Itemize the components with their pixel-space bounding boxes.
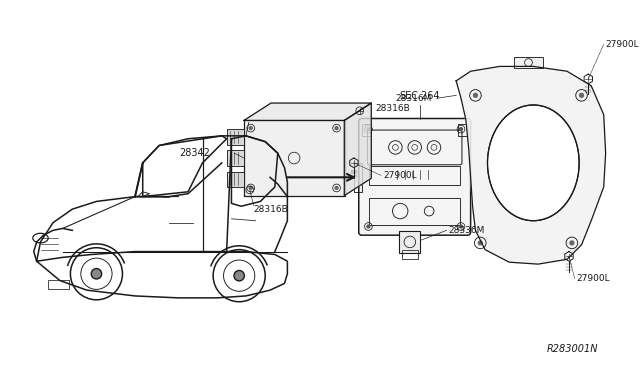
Bar (458, 124, 468, 136)
Polygon shape (244, 103, 371, 121)
Text: 27900L: 27900L (577, 274, 611, 283)
Circle shape (478, 241, 482, 245)
Text: SEC.264: SEC.264 (399, 91, 440, 101)
Bar (362, 124, 371, 136)
Circle shape (474, 93, 477, 97)
FancyBboxPatch shape (359, 119, 470, 235)
Text: 28316M: 28316M (396, 94, 432, 103)
Circle shape (335, 127, 338, 129)
Circle shape (234, 270, 244, 281)
Polygon shape (456, 67, 605, 264)
Text: 28342: 28342 (179, 148, 210, 158)
Circle shape (367, 225, 370, 228)
Bar (354, 163, 362, 192)
Circle shape (250, 186, 252, 189)
Bar (48, 279, 69, 289)
Ellipse shape (488, 106, 578, 220)
Bar (369, 198, 460, 225)
Text: R283001N: R283001N (547, 344, 598, 354)
Circle shape (460, 128, 463, 131)
Polygon shape (344, 103, 371, 196)
Circle shape (570, 241, 574, 245)
Bar (227, 129, 244, 145)
Bar (514, 57, 543, 68)
FancyBboxPatch shape (399, 231, 420, 253)
Bar (227, 150, 244, 166)
Circle shape (460, 225, 463, 228)
Text: 28336M: 28336M (449, 226, 485, 235)
Bar (402, 250, 417, 259)
Text: 28316B: 28316B (253, 205, 289, 214)
Text: 27900L: 27900L (383, 171, 417, 180)
Bar (244, 121, 345, 196)
Circle shape (250, 127, 252, 129)
Circle shape (335, 186, 338, 189)
Circle shape (580, 93, 584, 97)
Circle shape (367, 128, 370, 131)
Text: 27900L: 27900L (605, 40, 639, 49)
Bar (227, 171, 244, 187)
Bar (369, 166, 460, 185)
Circle shape (92, 269, 102, 279)
Text: 28316B: 28316B (375, 105, 410, 113)
